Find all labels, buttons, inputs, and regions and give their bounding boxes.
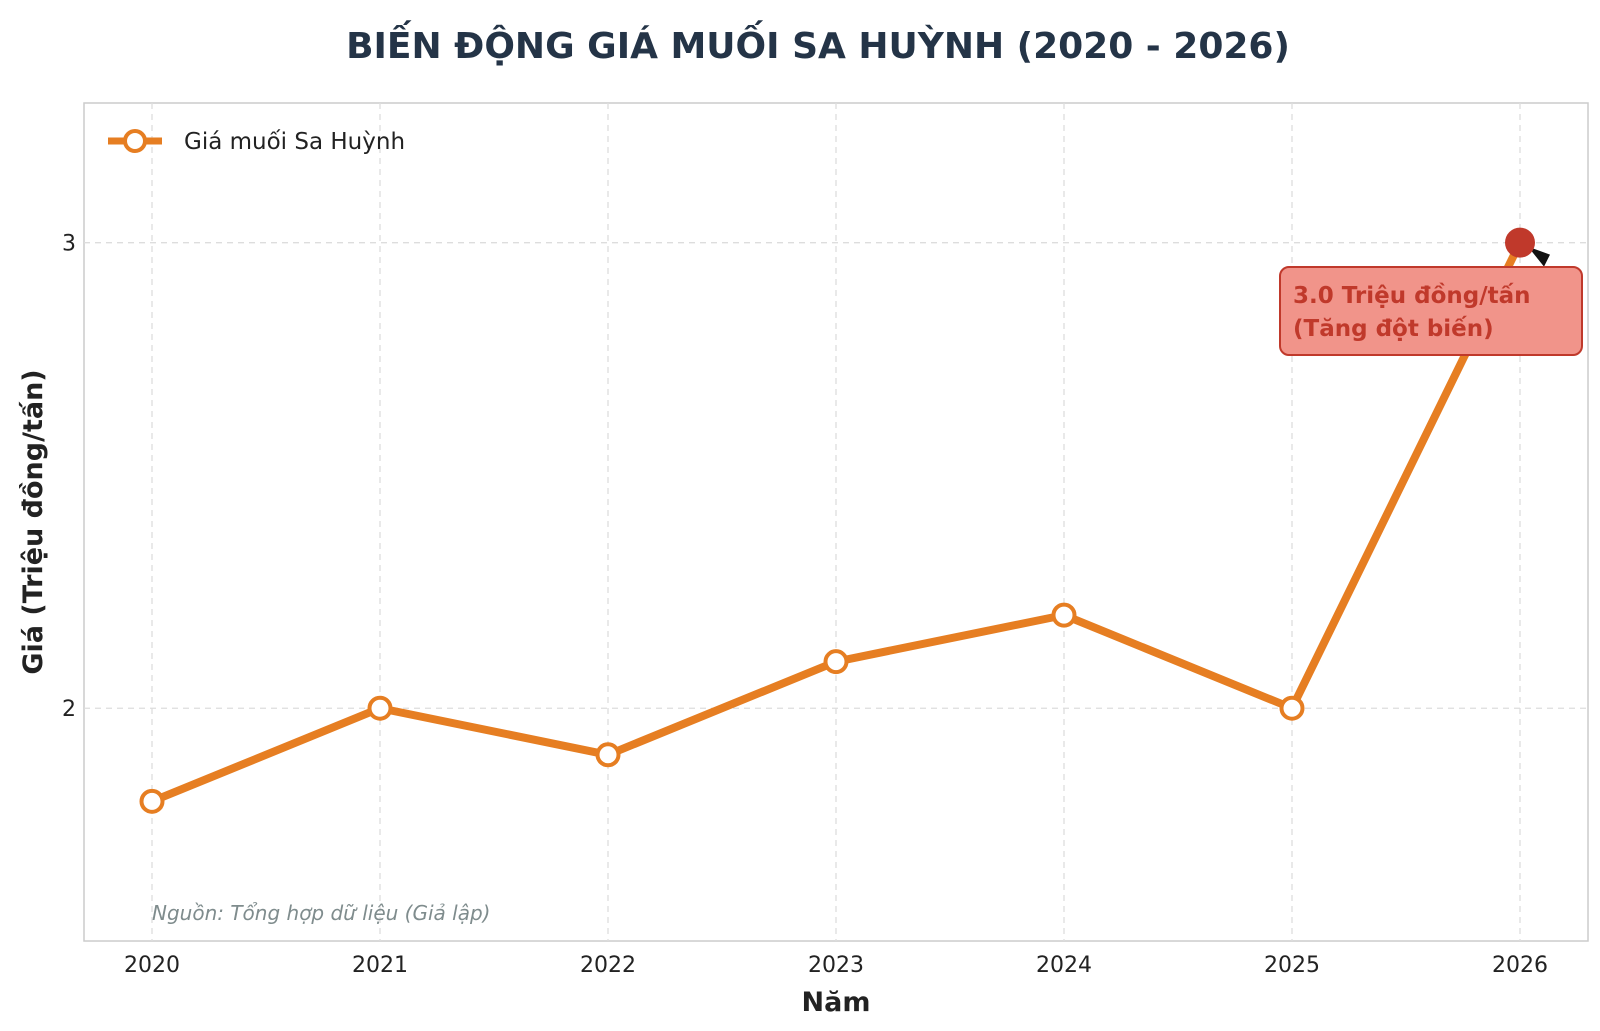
point-2020 xyxy=(139,788,165,814)
x-tick-2023: 2023 xyxy=(808,953,864,978)
y-gridlines xyxy=(84,242,1588,709)
chart-title: BIẾN ĐỘNG GIÁ MUỐI SA HUỲNH (2020 - 2026… xyxy=(346,20,1290,67)
point-2026-highlight xyxy=(1505,227,1535,258)
annotation-box xyxy=(1279,266,1583,356)
x-tick-2026: 2026 xyxy=(1492,953,1548,978)
peak-annotation: 3.0 Triệu đồng/tấn (Tăng đột biến) xyxy=(1279,246,1583,356)
y-tick-2: 2 xyxy=(62,697,76,722)
legend-marker xyxy=(123,129,147,153)
y-axis-label: Giá (Triệu đồng/tấn) xyxy=(18,369,49,674)
x-axis-label: Năm xyxy=(802,987,871,1018)
legend: Giá muối Sa Huỳnh xyxy=(108,129,405,155)
point-2023 xyxy=(823,649,849,675)
x-axis-ticks: 2020 2021 2022 2023 2024 2025 2026 xyxy=(124,953,1548,978)
point-2025 xyxy=(1279,695,1305,721)
point-2021 xyxy=(367,695,393,721)
point-2024 xyxy=(1051,602,1077,628)
series-points xyxy=(139,602,1305,814)
x-tick-2021: 2021 xyxy=(352,953,408,978)
x-gridlines xyxy=(151,103,1521,941)
x-tick-2022: 2022 xyxy=(580,953,636,978)
annotation-line1: 3.0 Triệu đồng/tấn xyxy=(1293,282,1531,309)
source-note: Nguồn: Tổng hợp dữ liệu (Giả lập) xyxy=(152,901,490,925)
x-tick-2025: 2025 xyxy=(1264,953,1320,978)
legend-label: Giá muối Sa Huỳnh xyxy=(184,129,405,155)
point-2022 xyxy=(595,742,621,768)
y-axis-ticks: 23 xyxy=(62,232,76,723)
annotation-line2: (Tăng đột biến) xyxy=(1293,315,1494,342)
x-tick-2020: 2020 xyxy=(124,953,180,978)
y-tick-3: 3 xyxy=(62,232,76,257)
annotation-arrow xyxy=(1528,246,1550,267)
x-tick-2024: 2024 xyxy=(1036,953,1092,978)
